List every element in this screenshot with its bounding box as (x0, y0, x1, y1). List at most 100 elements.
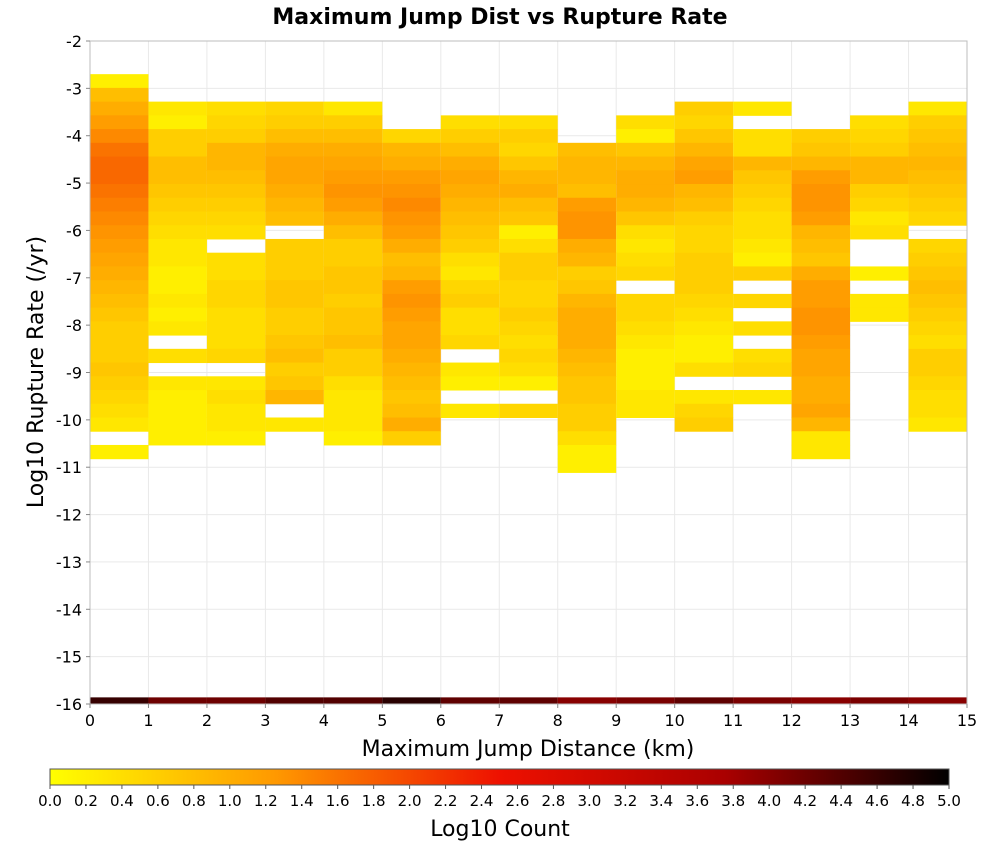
y-axis-ticks: -2 -3 -4 -5 -6 -7 -8 -9 -10 -11 -12 -13 -14 -15 -16 (56, 32, 90, 714)
heatmap-cell (674, 266, 734, 281)
heatmap-cell (791, 142, 851, 158)
colorbar-tick-label: 1.2 (254, 792, 278, 810)
y-tick-label: -10 (56, 411, 82, 430)
heatmap-cell (265, 266, 324, 281)
heatmap-cell (148, 238, 207, 254)
colorbar-tick-label: 0.8 (182, 792, 206, 810)
heatmap-cell (382, 142, 441, 158)
heatmap-cell (616, 403, 675, 418)
x-tick-label: 12 (781, 711, 801, 730)
heatmap-cell (206, 156, 266, 171)
heatmap-cell (382, 225, 441, 240)
heatmap-cell (323, 170, 383, 185)
heatmap-cell (733, 184, 792, 199)
heatmap-cell-baseline (206, 697, 266, 704)
heatmap-cell (499, 376, 558, 391)
heatmap-cell (148, 115, 207, 130)
colorbar-tick-label: 4.8 (901, 792, 925, 810)
heatmap-cell (674, 142, 734, 158)
chart-title: Maximum Jump Dist vs Rupture Rate (272, 5, 727, 30)
colorbar-tick-label: 3.8 (721, 792, 745, 810)
heatmap-cell (674, 390, 734, 405)
heatmap-cell (791, 266, 851, 281)
heatmap-cell (850, 156, 909, 171)
heatmap-cell (908, 417, 967, 432)
heatmap-cell (206, 197, 266, 212)
heatmap-cell (557, 197, 617, 212)
heatmap-cell-baseline (265, 697, 324, 704)
heatmap-cell (791, 184, 851, 199)
heatmap-cell (382, 170, 441, 185)
heatmap-cell (499, 238, 558, 254)
heatmap-cell (908, 307, 967, 322)
heatmap-cell (908, 197, 967, 212)
heatmap-cell (557, 417, 617, 432)
heatmap-cell (499, 156, 558, 171)
heatmap-cell (323, 156, 383, 171)
heatmap-cell (382, 321, 441, 336)
heatmap-cell (265, 362, 324, 377)
heatmap-cell (674, 293, 734, 309)
colorbar-tick-label: 3.2 (613, 792, 637, 810)
heatmap-cell (90, 348, 149, 364)
heatmap-cell (440, 115, 500, 130)
colorbar-tick-label: 3.4 (649, 792, 673, 810)
heatmap-cell (791, 335, 851, 350)
heatmap-cell (440, 225, 500, 240)
heatmap-cell (616, 184, 675, 199)
heatmap-cell (616, 390, 675, 405)
heatmap-cell (440, 197, 500, 212)
heatmap-cell (557, 390, 617, 405)
heatmap-cell (440, 252, 500, 267)
heatmap-cell (440, 129, 500, 144)
heatmap-cell (148, 129, 207, 144)
heatmap-cell (674, 170, 734, 185)
heatmap-cell (148, 156, 207, 171)
heatmap-cell (90, 129, 149, 144)
heatmap-cell (265, 321, 324, 336)
heatmap-cell-baseline (850, 697, 909, 704)
heatmap-cell-baseline (440, 697, 500, 704)
x-tick-label: 6 (436, 711, 446, 730)
heatmap-cell (499, 348, 558, 364)
heatmap-cell (557, 238, 617, 254)
heatmap-cell (90, 211, 149, 226)
heatmap-cell (908, 266, 967, 281)
heatmap-cell (499, 184, 558, 199)
heatmap-cell (616, 129, 675, 144)
heatmap-cell (791, 211, 851, 226)
heatmap-cell (908, 142, 967, 158)
heatmap-cell (616, 266, 675, 281)
y-tick-label: -9 (66, 364, 82, 383)
x-tick-label: 10 (664, 711, 684, 730)
heatmap-cell (908, 403, 967, 418)
heatmap-cell (382, 252, 441, 267)
heatmap-cell (440, 170, 500, 185)
heatmap-cell-baseline (791, 697, 851, 704)
heatmap-cell (557, 293, 617, 309)
heatmap-cell (733, 225, 792, 240)
heatmap-cell (382, 293, 441, 309)
heatmap-cell (148, 431, 207, 446)
heatmap-cell-baseline (733, 697, 792, 704)
heatmap-cell (499, 142, 558, 158)
x-axis-label: Maximum Jump Distance (km) (362, 737, 695, 762)
heatmap-cell-baseline (90, 697, 149, 704)
heatmap-cell (323, 197, 383, 212)
heatmap-cell (323, 390, 383, 405)
heatmap-cell (323, 376, 383, 391)
heatmap-cell (148, 417, 207, 432)
heatmap-cell (616, 156, 675, 171)
heatmap-cell (499, 115, 558, 130)
heatmap-cell (499, 197, 558, 212)
heatmap-cell (791, 252, 851, 267)
heatmap-cell (908, 101, 967, 116)
heatmap-cell (499, 321, 558, 336)
heatmap-cell (499, 211, 558, 226)
heatmap-cell (323, 321, 383, 336)
heatmap-cell (908, 211, 967, 226)
heatmap-cell (557, 184, 617, 199)
heatmap-cell (616, 362, 675, 377)
heatmap-cell (148, 280, 207, 295)
